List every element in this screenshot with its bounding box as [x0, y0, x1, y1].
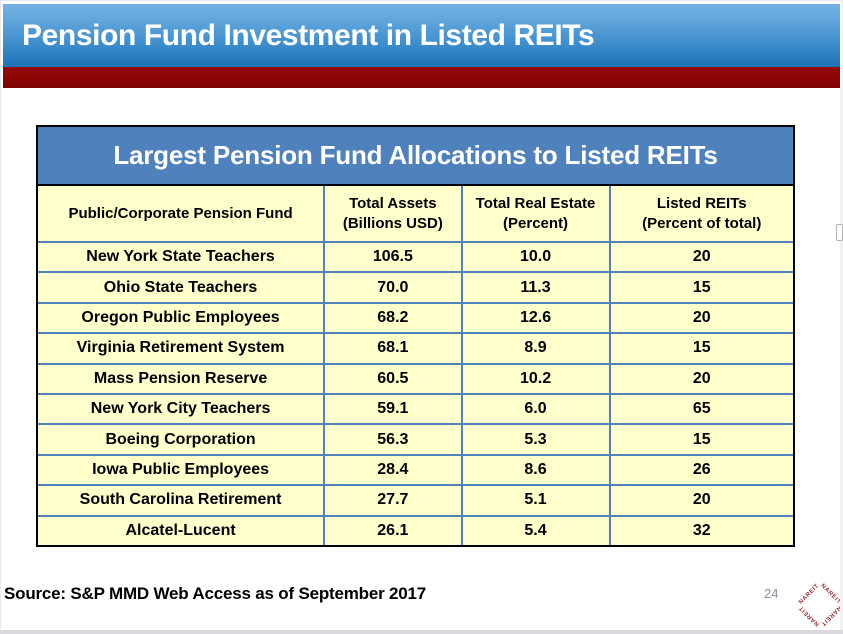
col-header-assets: Total Assets (Billions USD)	[323, 186, 463, 243]
listed-reits-cell: 26	[608, 453, 793, 487]
page-number: 24	[764, 586, 779, 601]
real-estate-cell: 11.3	[460, 271, 611, 304]
table-row: South Carolina Retirement 27.7 5.1 20	[38, 484, 793, 517]
real-estate-cell: 10.0	[460, 240, 611, 274]
col-header-listed-reits: Listed REITs (Percent of total)	[608, 186, 793, 243]
real-estate-cell: 8.6	[460, 453, 611, 487]
fund-name-cell: Oregon Public Employees	[38, 301, 326, 335]
pension-table: Public/Corporate Pension Fund Total Asse…	[38, 186, 793, 545]
table-row: Iowa Public Employees 28.4 8.6 26	[38, 453, 793, 487]
assets-cell: 70.0	[323, 271, 463, 304]
nareit-logo-text: NAREIT	[798, 583, 821, 606]
assets-cell: 60.5	[323, 362, 463, 395]
window-bottom-edge	[0, 630, 843, 634]
table-row: Alcatel-Lucent 26.1 5.4 32	[38, 514, 793, 545]
real-estate-cell: 6.0	[460, 392, 611, 426]
assets-cell: 56.3	[323, 423, 463, 456]
real-estate-cell: 8.9	[460, 332, 611, 365]
listed-reits-cell: 32	[608, 514, 793, 545]
fund-name-cell: South Carolina Retirement	[38, 484, 326, 517]
assets-cell: 26.1	[323, 514, 463, 545]
table-row: Boeing Corporation 56.3 5.3 15	[38, 423, 793, 456]
fund-name-cell: Virginia Retirement System	[38, 332, 326, 365]
col-header-fund-label: Public/Corporate Pension Fund	[68, 204, 293, 222]
assets-cell: 68.2	[323, 301, 463, 335]
fund-name-cell: Mass Pension Reserve	[38, 362, 326, 395]
real-estate-cell: 10.2	[460, 362, 611, 395]
table-title: Largest Pension Fund Allocations to List…	[113, 140, 718, 170]
assets-cell: 27.7	[323, 484, 463, 517]
listed-reits-cell: 65	[608, 392, 793, 426]
fund-name-cell: Boeing Corporation	[38, 423, 326, 456]
real-estate-cell: 5.3	[460, 423, 611, 456]
assets-cell: 106.5	[323, 240, 463, 274]
red-divider-bar	[3, 67, 840, 88]
fund-name-cell: Ohio State Teachers	[38, 271, 326, 304]
nareit-logo: NAREIT NAREIT NAREIT NAREIT	[793, 578, 843, 632]
source-note: Source: S&P MMD Web Access as of Septemb…	[4, 584, 427, 603]
listed-reits-cell: 20	[608, 484, 793, 517]
real-estate-cell: 12.6	[460, 301, 611, 335]
scrollbar-thumb[interactable]	[836, 224, 843, 241]
assets-cell: 59.1	[323, 392, 463, 426]
table-title-band: Largest Pension Fund Allocations to List…	[38, 127, 793, 186]
real-estate-cell: 5.4	[460, 514, 611, 545]
fund-name-cell: New York State Teachers	[38, 240, 326, 274]
col-header-fund: Public/Corporate Pension Fund	[38, 186, 326, 243]
table-row: New York State Teachers 106.5 10.0 20	[38, 240, 793, 274]
listed-reits-cell: 15	[608, 332, 793, 365]
header-row: Public/Corporate Pension Fund Total Asse…	[38, 186, 793, 243]
col-header-real-estate: Total Real Estate (Percent)	[460, 186, 611, 243]
table-row: Mass Pension Reserve 60.5 10.2 20	[38, 362, 793, 395]
table-row: Ohio State Teachers 70.0 11.3 15	[38, 271, 793, 304]
assets-cell: 28.4	[323, 453, 463, 487]
assets-cell: 68.1	[323, 332, 463, 365]
window-edge-strip	[840, 88, 843, 630]
pension-allocations-table: Largest Pension Fund Allocations to List…	[36, 125, 795, 547]
table-row: Oregon Public Employees 68.2 12.6 20	[38, 301, 793, 335]
listed-reits-cell: 15	[608, 423, 793, 456]
listed-reits-cell: 20	[608, 362, 793, 395]
listed-reits-cell: 15	[608, 271, 793, 304]
slide-title-banner: Pension Fund Investment in Listed REITs	[3, 4, 840, 67]
listed-reits-cell: 20	[608, 240, 793, 274]
fund-name-cell: New York City Teachers	[38, 392, 326, 426]
fund-name-cell: Alcatel-Lucent	[38, 514, 326, 545]
real-estate-cell: 5.1	[460, 484, 611, 517]
slide-title: Pension Fund Investment in Listed REITs	[22, 18, 595, 52]
table-row: Virginia Retirement System 68.1 8.9 15	[38, 332, 793, 365]
table-row: New York City Teachers 59.1 6.0 65	[38, 392, 793, 426]
listed-reits-cell: 20	[608, 301, 793, 335]
fund-name-cell: Iowa Public Employees	[38, 453, 326, 487]
